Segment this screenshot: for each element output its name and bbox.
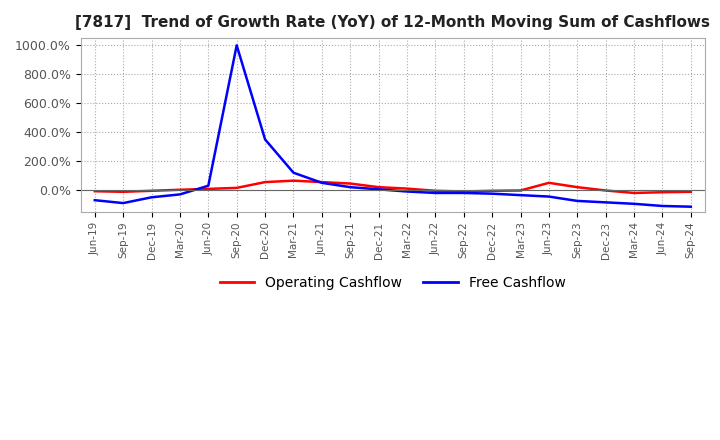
Free Cashflow [630,201,639,206]
Operating Cashflow [119,189,127,194]
Free Cashflow [346,184,354,190]
Free Cashflow [686,204,695,209]
Free Cashflow [488,191,497,196]
Line: Operating Cashflow: Operating Cashflow [95,181,690,193]
Free Cashflow [119,201,127,206]
Free Cashflow [516,192,525,198]
Free Cashflow [204,183,212,188]
Free Cashflow [573,198,582,204]
Free Cashflow [147,194,156,200]
Free Cashflow [601,200,610,205]
Free Cashflow [91,198,99,203]
Free Cashflow [544,194,553,199]
Free Cashflow [289,170,298,175]
Operating Cashflow [544,180,553,186]
Operating Cashflow [630,191,639,196]
Operating Cashflow [346,181,354,186]
Free Cashflow [402,189,411,194]
Free Cashflow [233,43,241,48]
Free Cashflow [318,180,326,186]
Free Cashflow [658,203,667,209]
Free Cashflow [374,187,383,192]
Free Cashflow [176,192,184,197]
Operating Cashflow [261,180,269,185]
Operating Cashflow [516,188,525,193]
Operating Cashflow [233,185,241,191]
Operating Cashflow [459,189,468,194]
Operating Cashflow [91,189,99,194]
Line: Free Cashflow: Free Cashflow [95,45,690,207]
Operating Cashflow [374,184,383,190]
Operating Cashflow [573,184,582,190]
Operating Cashflow [686,189,695,194]
Operating Cashflow [431,188,440,194]
Operating Cashflow [318,180,326,185]
Operating Cashflow [204,186,212,191]
Free Cashflow [459,191,468,196]
Operating Cashflow [176,187,184,192]
Title: [7817]  Trend of Growth Rate (YoY) of 12-Month Moving Sum of Cashflows: [7817] Trend of Growth Rate (YoY) of 12-… [76,15,711,30]
Operating Cashflow [658,190,667,195]
Free Cashflow [431,191,440,196]
Operating Cashflow [488,188,497,194]
Operating Cashflow [402,186,411,191]
Operating Cashflow [147,188,156,194]
Operating Cashflow [601,188,610,193]
Operating Cashflow [289,178,298,183]
Free Cashflow [261,137,269,142]
Legend: Operating Cashflow, Free Cashflow: Operating Cashflow, Free Cashflow [214,270,572,295]
